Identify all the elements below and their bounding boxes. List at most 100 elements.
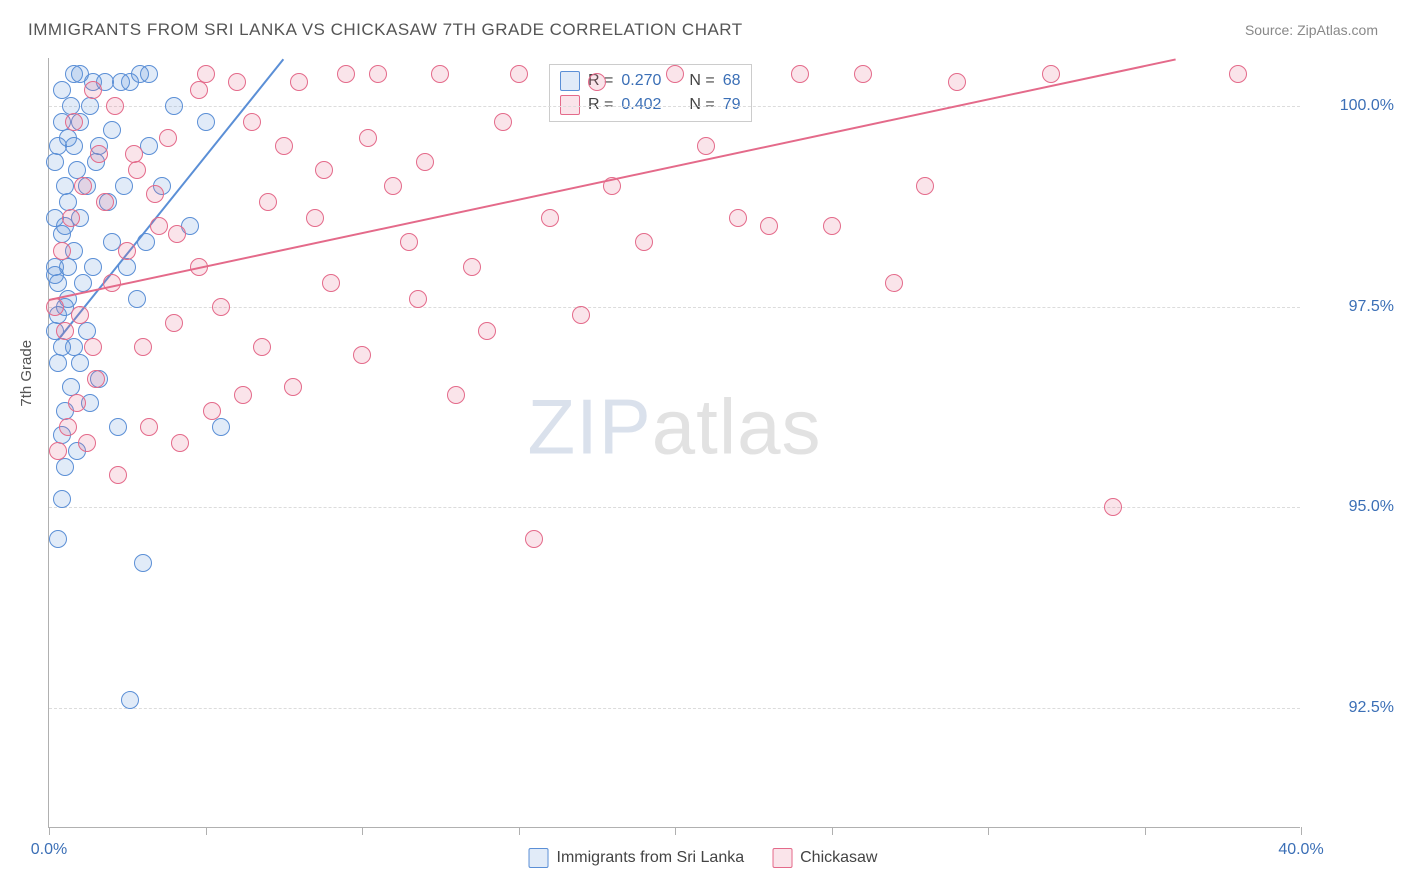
x-tick [1145,827,1146,835]
data-point-chickasaw [359,129,377,147]
data-point-chickasaw [134,338,152,356]
chart-title: IMMIGRANTS FROM SRI LANKA VS CHICKASAW 7… [28,20,743,40]
x-tick [988,827,989,835]
data-point-chickasaw [478,322,496,340]
data-point-chickasaw [885,274,903,292]
x-tick-label: 40.0% [1278,841,1323,859]
data-point-chickasaw [53,242,71,260]
data-point-sri_lanka [109,418,127,436]
data-point-chickasaw [234,386,252,404]
data-point-chickasaw [140,418,158,436]
data-point-chickasaw [431,65,449,83]
legend-label-sri-lanka: Immigrants from Sri Lanka [557,849,745,867]
data-point-chickasaw [49,442,67,460]
data-point-chickasaw [284,378,302,396]
legend-item-chickasaw: Chickasaw [772,848,877,868]
data-point-chickasaw [190,81,208,99]
data-point-chickasaw [96,193,114,211]
data-point-chickasaw [353,346,371,364]
data-point-chickasaw [666,65,684,83]
data-point-chickasaw [948,73,966,91]
data-point-sri_lanka [65,65,83,83]
data-point-chickasaw [290,73,308,91]
data-point-chickasaw [109,466,127,484]
data-point-chickasaw [84,338,102,356]
gridline-h [49,708,1300,709]
data-point-chickasaw [447,386,465,404]
data-point-sri_lanka [103,121,121,139]
data-point-chickasaw [62,209,80,227]
gridline-h [49,106,1300,107]
data-point-chickasaw [369,65,387,83]
data-point-chickasaw [56,322,74,340]
data-point-sri_lanka [49,530,67,548]
data-point-sri_lanka [212,418,230,436]
x-tick [362,827,363,835]
data-point-chickasaw [203,402,221,420]
data-point-chickasaw [322,274,340,292]
data-point-chickasaw [1104,498,1122,516]
data-point-chickasaw [541,209,559,227]
n-value-chickasaw: 79 [723,96,741,114]
swatch-chickasaw [560,95,580,115]
swatch-sri-lanka [560,71,580,91]
data-point-chickasaw [510,65,528,83]
data-point-chickasaw [128,161,146,179]
x-tick-label: 0.0% [31,841,67,859]
x-tick [206,827,207,835]
data-point-chickasaw [588,73,606,91]
data-point-sri_lanka [197,113,215,131]
y-tick-label: 95.0% [1314,498,1394,516]
data-point-chickasaw [791,65,809,83]
data-point-sri_lanka [71,354,89,372]
data-point-chickasaw [168,225,186,243]
series-legend: Immigrants from Sri Lanka Chickasaw [529,848,878,868]
data-point-chickasaw [197,65,215,83]
data-point-chickasaw [84,81,102,99]
watermark-atlas: atlas [652,383,822,471]
data-point-chickasaw [171,434,189,452]
data-point-chickasaw [494,113,512,131]
data-point-chickasaw [74,177,92,195]
r-label: R = [588,96,613,114]
data-point-chickasaw [916,177,934,195]
x-tick [519,827,520,835]
data-point-chickasaw [243,113,261,131]
data-point-chickasaw [463,258,481,276]
data-point-chickasaw [525,530,543,548]
data-point-chickasaw [165,314,183,332]
data-point-sri_lanka [134,554,152,572]
data-point-sri_lanka [53,490,71,508]
data-point-chickasaw [118,242,136,260]
source-label: Source: ZipAtlas.com [1245,22,1378,38]
r-value-chickasaw: 0.402 [621,96,661,114]
n-value-sri-lanka: 68 [723,72,741,90]
watermark: ZIPatlas [527,382,821,473]
data-point-chickasaw [259,193,277,211]
y-tick-label: 100.0% [1314,97,1394,115]
data-point-chickasaw [125,145,143,163]
data-point-chickasaw [572,306,590,324]
gridline-h [49,307,1300,308]
data-point-chickasaw [409,290,427,308]
data-point-sri_lanka [140,65,158,83]
data-point-chickasaw [275,137,293,155]
data-point-chickasaw [384,177,402,195]
data-point-chickasaw [416,153,434,171]
data-point-chickasaw [400,233,418,251]
n-label: N = [689,72,714,90]
data-point-chickasaw [635,233,653,251]
correlation-stats-box: R = 0.270 N = 68 R = 0.402 N = 79 [549,64,752,122]
x-tick [1301,827,1302,835]
data-point-sri_lanka [65,338,83,356]
legend-swatch-sri-lanka [529,848,549,868]
x-tick [675,827,676,835]
header-row: IMMIGRANTS FROM SRI LANKA VS CHICKASAW 7… [28,20,1378,40]
data-point-chickasaw [1229,65,1247,83]
stats-row-chickasaw: R = 0.402 N = 79 [560,93,741,117]
data-point-chickasaw [228,73,246,91]
legend-item-sri-lanka: Immigrants from Sri Lanka [529,848,745,868]
data-point-chickasaw [306,209,324,227]
data-point-chickasaw [337,65,355,83]
data-point-sri_lanka [84,258,102,276]
